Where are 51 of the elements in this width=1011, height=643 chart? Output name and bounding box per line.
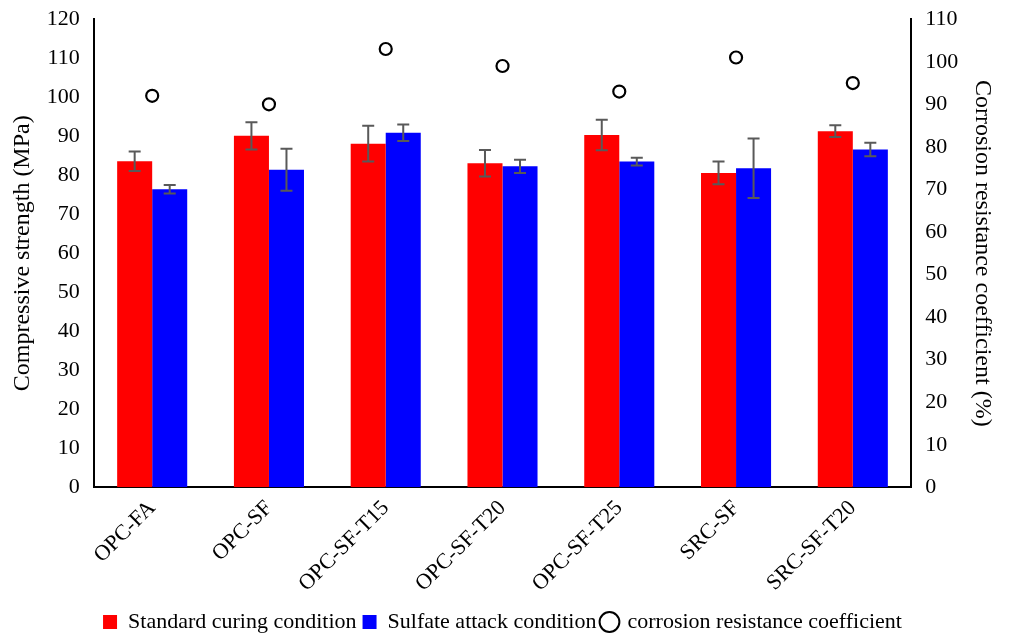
y-tick-label: 20 bbox=[57, 395, 80, 421]
bar bbox=[152, 189, 188, 488]
point bbox=[612, 84, 627, 99]
y-tick-label: 120 bbox=[46, 4, 80, 30]
y2-tick-label: 0 bbox=[925, 473, 937, 499]
bar bbox=[502, 166, 538, 488]
point bbox=[495, 58, 510, 74]
bar bbox=[350, 143, 386, 488]
point bbox=[845, 75, 860, 91]
y-tick-label: 30 bbox=[57, 356, 80, 382]
legend-label: corrosion resistance coefficient bbox=[627, 607, 902, 633]
point bbox=[378, 41, 393, 57]
legend-label: Sulfate attack condition bbox=[387, 607, 597, 633]
y-tick-label: 80 bbox=[57, 161, 80, 187]
point bbox=[145, 88, 160, 103]
y-tick-label: 50 bbox=[57, 278, 80, 304]
y2-tick-label: 70 bbox=[925, 175, 948, 201]
y-tick-label: 40 bbox=[57, 317, 80, 343]
bar bbox=[852, 149, 888, 488]
y2-tick-label: 90 bbox=[925, 90, 948, 116]
bar bbox=[817, 131, 853, 488]
bar bbox=[233, 135, 269, 488]
point bbox=[261, 97, 277, 112]
bar bbox=[268, 169, 304, 488]
y2-tick-label: 60 bbox=[925, 217, 948, 243]
y2-tick-label: 110 bbox=[925, 4, 958, 30]
bar bbox=[701, 172, 737, 488]
y2-tick-label: 10 bbox=[925, 430, 948, 456]
y2-tick-label: 20 bbox=[925, 388, 948, 414]
y2-tick-label: 80 bbox=[925, 132, 948, 158]
y-tick-label: 100 bbox=[46, 83, 80, 109]
bar bbox=[385, 132, 421, 488]
y2-tick-label: 100 bbox=[925, 47, 959, 73]
y2-tick-label: 50 bbox=[925, 260, 948, 286]
y-tick-label: 90 bbox=[57, 122, 80, 148]
bar bbox=[736, 168, 772, 488]
bar bbox=[117, 161, 153, 488]
y-tick-label: 110 bbox=[47, 43, 80, 69]
point bbox=[728, 50, 744, 65]
y2-tick-label: 40 bbox=[925, 302, 948, 328]
y2-axis-title: Corrosion resistance coefficient (%) bbox=[971, 79, 998, 427]
y-axis-title: Compressive strength (MPa) bbox=[7, 115, 34, 392]
y-tick-label: 60 bbox=[57, 239, 80, 265]
legend-label: Standard curing condition bbox=[128, 607, 357, 633]
y-tick-label: 70 bbox=[57, 200, 80, 226]
bar bbox=[467, 163, 503, 488]
y-tick-label: 0 bbox=[68, 473, 80, 499]
bar bbox=[584, 135, 620, 488]
y-tick-label: 10 bbox=[57, 434, 80, 460]
bar bbox=[619, 161, 655, 488]
y2-tick-label: 30 bbox=[925, 345, 948, 371]
